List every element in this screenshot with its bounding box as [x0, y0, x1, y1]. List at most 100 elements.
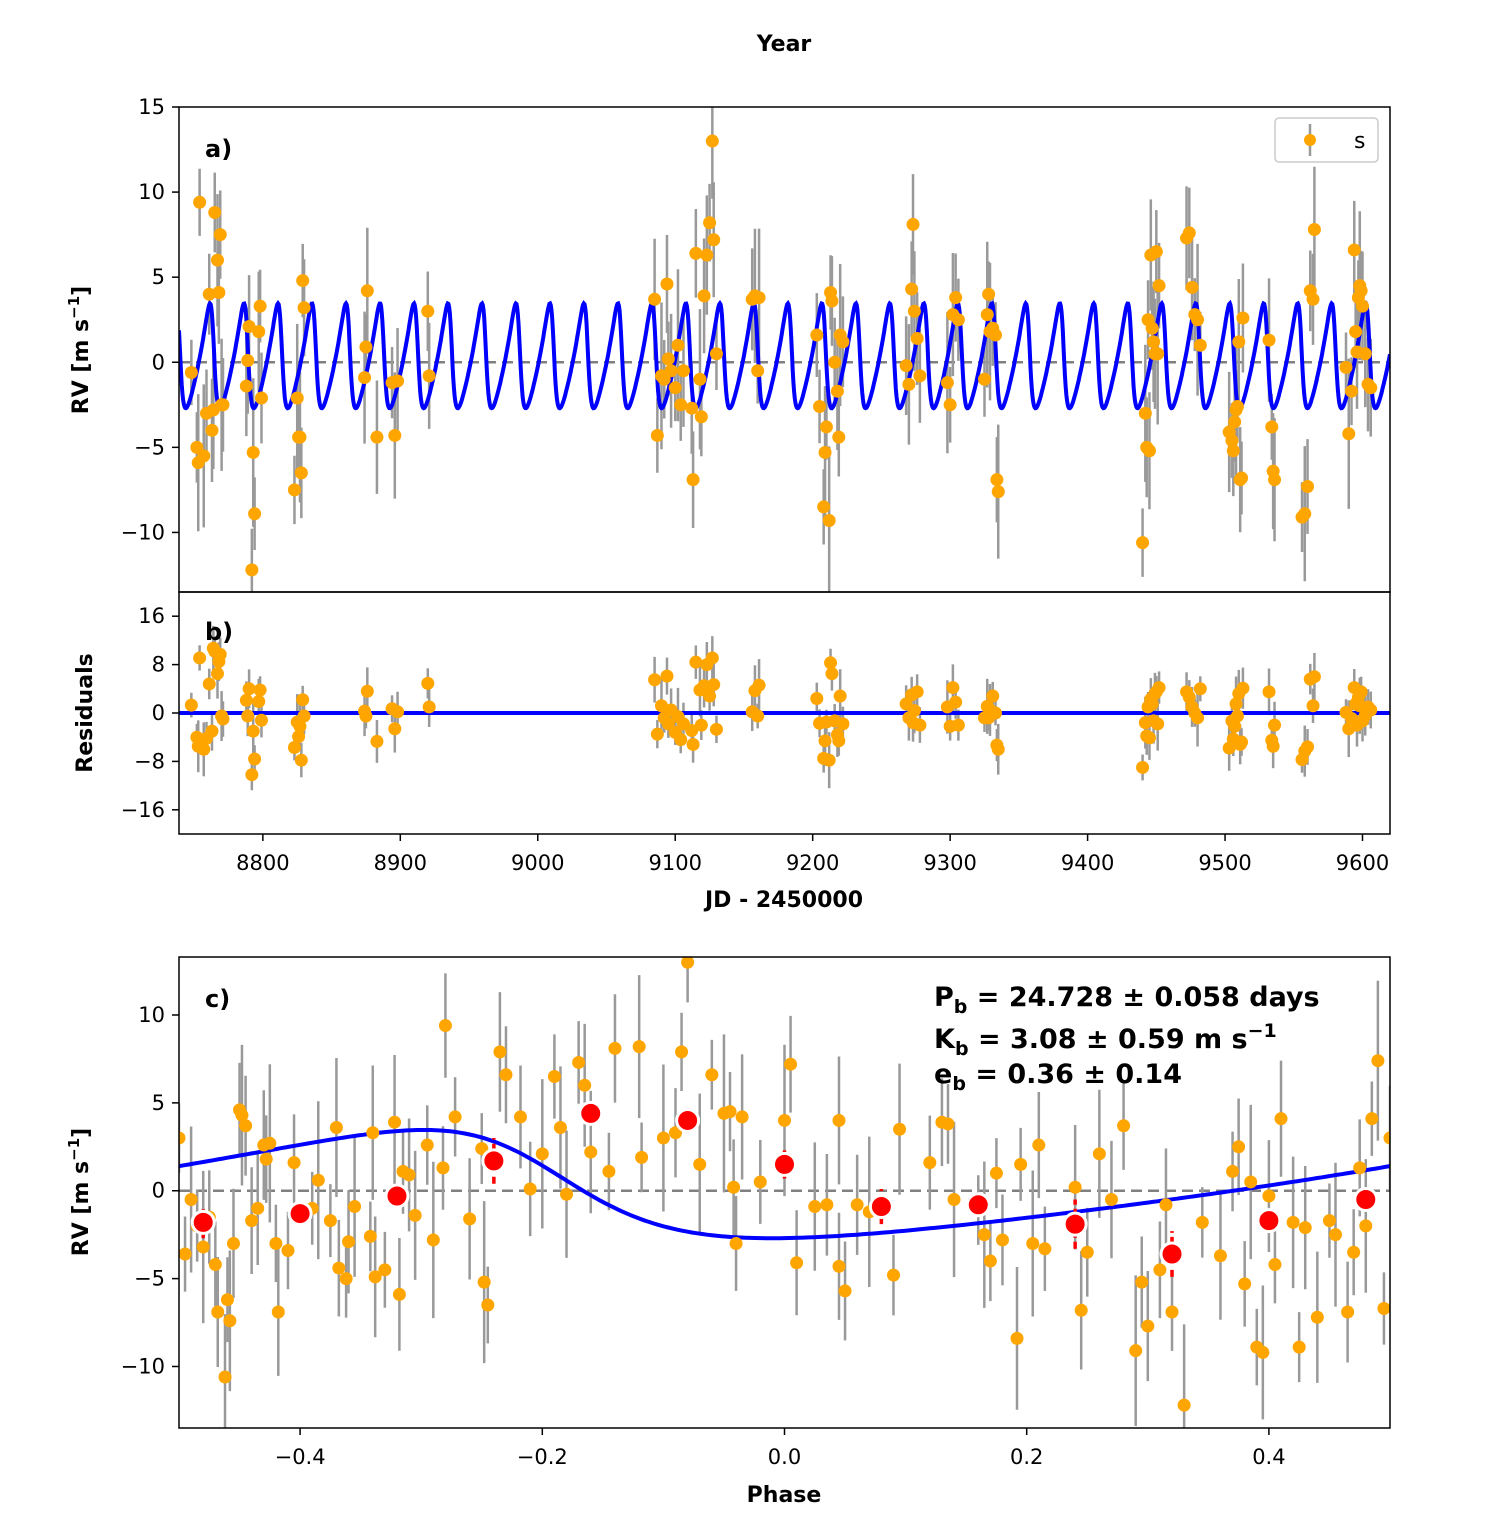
- panel-c-binned-point: [965, 1192, 991, 1218]
- panel-c-data-point: [332, 1261, 346, 1275]
- annotation-period: Pb = 24.728 ± 0.058 days: [934, 982, 1320, 1018]
- panel-c-data-point: [339, 1272, 353, 1286]
- panel-c-data-point: [1383, 1131, 1390, 1145]
- panel-a-data-point: [703, 216, 717, 230]
- panel-c-data-point: [245, 1214, 259, 1228]
- panel-a-axes: 151050−10−52020.02020.52021.02021.52022.…: [121, 95, 179, 544]
- panel-c-binned-point: [772, 1151, 797, 1177]
- panel-a-data-point: [705, 134, 719, 148]
- panel-c-data-point: [1010, 1331, 1024, 1345]
- panel-b-data-point: [1235, 735, 1249, 749]
- panel-a-data-point: [1191, 313, 1205, 327]
- panel-a-data-point: [988, 328, 1002, 342]
- panel-b-data-point: [648, 673, 662, 687]
- legend-label: s: [1354, 129, 1365, 154]
- panel-a-data-point: [836, 335, 850, 349]
- panel-c-data-point: [218, 1370, 232, 1384]
- panel-c-data-point: [1117, 1119, 1131, 1133]
- panel-c-data-point: [1244, 1175, 1258, 1189]
- panel-c-xlabel: Phase: [747, 1483, 822, 1508]
- panel-a-data-point: [248, 507, 262, 521]
- panel-c-binned-point: [1256, 1208, 1282, 1234]
- panel-c-data-point: [208, 1258, 222, 1272]
- legend-marker: [1304, 134, 1316, 146]
- panel-b-data-point: [825, 667, 839, 681]
- panel-a-data-point: [1236, 311, 1250, 325]
- panel-a-data-point: [980, 308, 994, 322]
- panel-c-data-point: [263, 1136, 277, 1150]
- panel-b-ytick-label: 8: [152, 653, 165, 677]
- panel-b-data-point: [422, 700, 436, 714]
- panel-a-data-point: [709, 347, 723, 361]
- panel-b-xtick-label: 9100: [648, 851, 701, 875]
- panel-a-data-point: [978, 372, 992, 386]
- panel-c-data-point: [1092, 1147, 1106, 1161]
- panel-a-data-point: [686, 473, 700, 487]
- panel-c-data-point: [681, 957, 695, 969]
- panel-a-data-point: [650, 428, 664, 442]
- panel-b-data-point: [205, 724, 219, 738]
- panel-b-data-point: [707, 678, 721, 692]
- panel-c-data-point: [1153, 1263, 1167, 1277]
- panel-c-data-point: [366, 1126, 380, 1140]
- panel-a-data-point: [197, 449, 211, 463]
- panel-c-binned-point: [481, 1148, 507, 1174]
- panel-a-data-point: [700, 248, 714, 262]
- panel-c-binned-point: [1159, 1241, 1185, 1267]
- panel-b-data-point: [287, 740, 301, 754]
- panel-b-data-point: [685, 724, 699, 738]
- panel-b-data-point: [213, 647, 227, 661]
- panel-a-data-point: [216, 398, 230, 412]
- panel-a-data-point: [1268, 473, 1282, 487]
- panel-b-data-point: [294, 753, 308, 767]
- panel-a-data-point: [252, 325, 266, 339]
- panel-c-ytick-label: −5: [134, 1267, 165, 1291]
- panel-c-data-point: [342, 1235, 356, 1249]
- panel-c-data-point: [553, 1120, 567, 1134]
- panel-b-data-point: [705, 651, 719, 665]
- panel-b-ylabel: Residuals: [73, 653, 98, 772]
- panel-a-data-point: [671, 338, 685, 352]
- panel-b-ytick-label: −16: [121, 798, 165, 822]
- panel-c-data-point: [211, 1305, 225, 1319]
- panel-c-data-point: [832, 1113, 846, 1127]
- panel-b-data-point: [1307, 670, 1321, 684]
- panel-a-data-point: [707, 233, 721, 247]
- panel-c-data-point: [1195, 1215, 1209, 1229]
- panel-a-data-point: [990, 473, 1004, 487]
- panel-b-data-point: [239, 693, 253, 707]
- panel-a-data-point: [991, 485, 1005, 499]
- panel-a-data-point: [1182, 226, 1196, 240]
- panel-a-ytick-label: −10: [121, 520, 165, 544]
- panel-a-ytick-label: 0: [152, 350, 165, 374]
- panel-a-data-point: [832, 430, 846, 444]
- panel-b-xtick-label: 9400: [1061, 851, 1114, 875]
- panel-a-data-point: [254, 391, 268, 405]
- panel-c-data-point: [989, 1166, 1003, 1180]
- panel-a-ytick-label: 15: [138, 95, 165, 119]
- panel-a-data-point: [193, 195, 207, 209]
- panel-a-data-point: [943, 398, 957, 412]
- panel-a-data-point: [1230, 400, 1244, 414]
- panel-b-xtick-label: 9200: [786, 851, 839, 875]
- panel-c-data-point: [560, 1187, 574, 1201]
- panel-c-binned-point: [384, 1183, 410, 1209]
- panel-c-data-point: [1329, 1228, 1343, 1242]
- panel-b-data-point: [833, 689, 847, 703]
- panel-a-data-point: [245, 563, 259, 577]
- panel-c-data-point: [179, 1131, 186, 1145]
- panel-c-data-point: [1104, 1193, 1118, 1207]
- panel-a-data-point: [689, 246, 703, 260]
- panel-c-data-point: [271, 1305, 285, 1319]
- panel-b-data-point: [297, 709, 311, 723]
- panel-a-data-point: [697, 289, 711, 303]
- panel-c-data-point: [1365, 1112, 1379, 1126]
- panel-c-xtick-label: −0.4: [275, 1445, 326, 1469]
- legend: s: [1274, 117, 1379, 163]
- panel-a-data-point: [208, 206, 222, 220]
- panel-c-ytick-label: 5: [152, 1091, 165, 1115]
- panel-b-data-point: [216, 712, 230, 726]
- panel-b-data-point: [252, 695, 266, 709]
- panel-a-ytick-label: −5: [134, 435, 165, 459]
- panel-c-data-point: [1262, 1189, 1276, 1203]
